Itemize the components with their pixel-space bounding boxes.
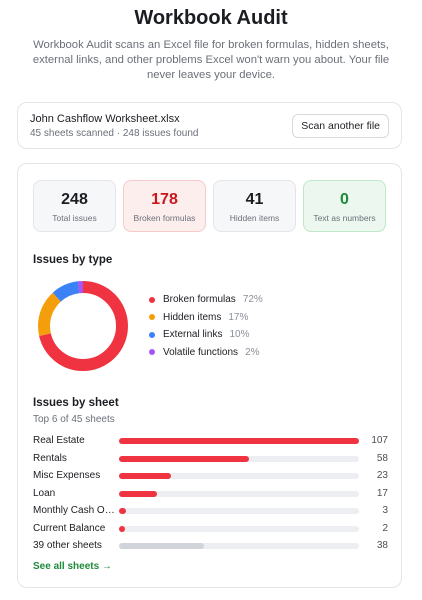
see-all-link[interactable]: See all sheets →: [33, 561, 112, 572]
bar-track: [119, 543, 359, 549]
legend-label: External links: [163, 329, 223, 340]
legend-label: Broken formulas: [163, 294, 236, 305]
stat-card: 41 Hidden items: [213, 180, 296, 232]
bar-label: Monthly Cash Out...: [33, 505, 115, 516]
bar-label: Real Estate: [33, 435, 85, 446]
legend-dot: [149, 349, 155, 355]
bar-track: [119, 438, 359, 444]
stat-card: 0 Text as numbers: [303, 180, 386, 232]
legend-value: 10%: [229, 329, 250, 340]
bar: [119, 525, 125, 532]
stat-value: 41: [245, 191, 264, 208]
bar: [119, 455, 250, 462]
bar-label: Rentals: [33, 452, 67, 464]
stat-label: Total issues: [52, 213, 97, 223]
stat-value: 0: [340, 191, 349, 208]
bar-label: Misc Expenses: [33, 470, 101, 481]
legend-dot: [149, 296, 155, 303]
legend-label: Volatile functions: [163, 346, 239, 358]
legend-item: Hidden items 17%: [149, 312, 248, 323]
bar-label: Current Balance: [33, 522, 106, 534]
scan-button[interactable]: Scan another file: [292, 114, 389, 138]
bar-value: 3: [382, 505, 388, 516]
donut-segment: [38, 281, 128, 371]
file-name: John Cashflow Worksheet.xlsx: [30, 113, 180, 125]
stat-value: 248: [61, 191, 88, 208]
legend-dot: [149, 314, 155, 320]
bar-value: 2: [382, 522, 388, 534]
bar-track: [119, 525, 359, 532]
stat-label: Text as numbers: [313, 213, 376, 223]
legend-dot: [149, 331, 155, 338]
bar-label: 39 other sheets: [33, 540, 102, 551]
bar-value: 107: [371, 435, 388, 446]
stat-label: Broken formulas: [133, 213, 196, 223]
results-card: Issues by type Issues by sheet Top 6 of …: [17, 163, 402, 588]
section-title: Issues by type: [33, 254, 113, 266]
stat-card: 178 Broken formulas: [123, 180, 206, 232]
stat-value: 178: [151, 191, 178, 208]
bar-value: 38: [376, 540, 388, 551]
bar: [119, 508, 126, 514]
legend-value: 72%: [242, 294, 263, 305]
bar-track: [119, 508, 359, 514]
donut-segment: [38, 281, 128, 371]
legend-value: 17%: [228, 311, 249, 323]
legend-value: 2%: [245, 346, 260, 358]
legend-label: Hidden items: [163, 311, 222, 323]
description: Workbook Audit scans an Excel file for b…: [32, 39, 390, 81]
bar-value: 58: [376, 452, 388, 464]
stat-card: 248 Total issues: [33, 180, 116, 232]
section-subtitle: Top 6 of 45 sheets: [33, 414, 115, 425]
bar-track: [119, 473, 359, 479]
bar-value: 17: [376, 487, 388, 499]
title: Workbook Audit: [134, 7, 288, 29]
stat-label: Hidden items: [229, 213, 280, 223]
bar-value: 23: [376, 470, 388, 481]
donut-chart: [38, 281, 128, 371]
bar-track: [119, 455, 359, 462]
file-summary: 45 sheets scanned · 248 issues found: [30, 128, 199, 139]
legend-item: External links 10%: [149, 329, 249, 340]
legend-item: Broken formulas 72%: [149, 294, 263, 305]
bar: [119, 473, 171, 479]
legend-item: Volatile functions 2%: [149, 347, 260, 358]
bar: [119, 490, 158, 497]
bar-label: Loan: [33, 487, 56, 499]
file-card: John Cashflow Worksheet.xlsx 45 sheets s…: [17, 102, 402, 149]
section-title: Issues by sheet: [33, 397, 119, 409]
bar: [119, 543, 205, 549]
bar-track: [119, 490, 359, 497]
bar: [119, 438, 359, 444]
